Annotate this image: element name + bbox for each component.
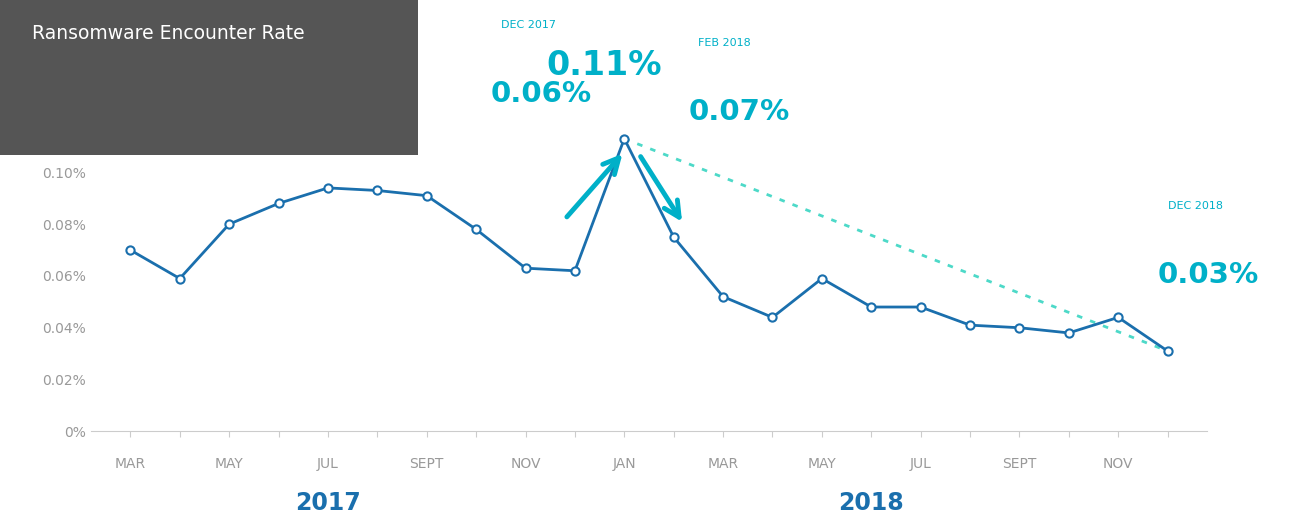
Text: MAR: MAR <box>114 457 145 471</box>
Text: JAN: JAN <box>613 457 636 471</box>
Point <box>959 321 980 329</box>
Text: JUL: JUL <box>317 457 339 471</box>
Text: 0.06%: 0.06% <box>491 79 592 108</box>
Text: 2017: 2017 <box>295 491 361 515</box>
Point <box>169 275 190 283</box>
Point <box>762 313 783 321</box>
Text: 0.07%: 0.07% <box>688 98 789 126</box>
Text: Ransomware Encounter Rate: Ransomware Encounter Rate <box>32 24 305 43</box>
Point <box>1158 347 1179 355</box>
Point <box>219 220 240 228</box>
Text: NOV: NOV <box>510 457 541 471</box>
Text: MAY: MAY <box>807 457 836 471</box>
Point <box>269 199 289 208</box>
Point <box>417 191 437 200</box>
Point <box>713 292 733 301</box>
Text: SEPT: SEPT <box>1002 457 1037 471</box>
Text: MAR: MAR <box>707 457 739 471</box>
Point <box>1058 329 1079 337</box>
Point <box>861 303 881 311</box>
Point <box>119 246 140 254</box>
Text: DEC 2017: DEC 2017 <box>501 20 556 30</box>
Point <box>565 267 585 275</box>
Point <box>1108 313 1129 321</box>
Text: MAY: MAY <box>214 457 244 471</box>
Point <box>367 186 388 195</box>
Point <box>811 275 832 283</box>
Point <box>1009 323 1029 332</box>
Text: 2018: 2018 <box>839 491 905 515</box>
Text: NOV: NOV <box>1103 457 1133 471</box>
Point <box>663 233 684 241</box>
Text: DEC 2018: DEC 2018 <box>1168 201 1223 211</box>
Text: 0.03%: 0.03% <box>1158 261 1259 289</box>
Text: FEB 2018: FEB 2018 <box>698 38 752 48</box>
Point <box>515 264 536 272</box>
Point <box>910 303 931 311</box>
Point <box>318 184 339 192</box>
Text: SEPT: SEPT <box>410 457 444 471</box>
Point <box>466 225 487 234</box>
Text: JUL: JUL <box>910 457 932 471</box>
Text: 0.11%: 0.11% <box>546 49 662 82</box>
Point <box>614 135 635 143</box>
